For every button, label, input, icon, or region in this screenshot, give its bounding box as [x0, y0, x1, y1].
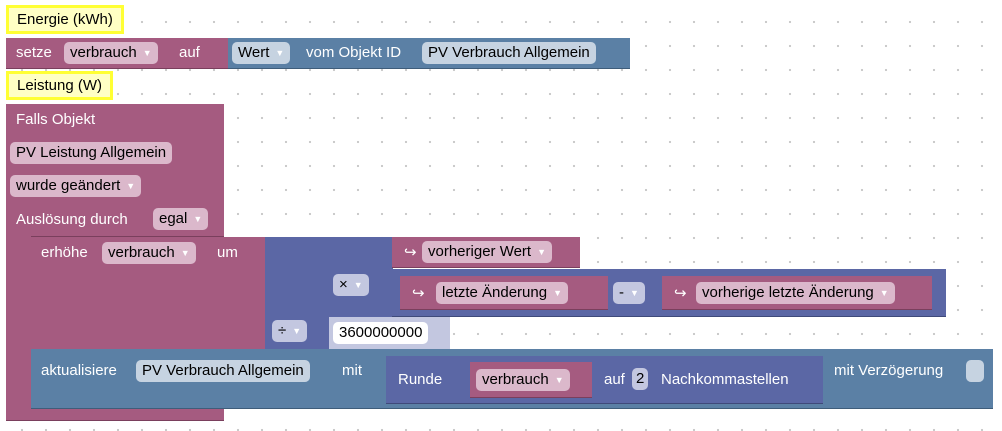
divide-block[interactable]: ÷ ▼: [265, 237, 331, 350]
dropdown-arrow-icon: ▼: [180, 248, 190, 259]
comment-energie[interactable]: Energie (kWh): [6, 5, 124, 34]
comment-leistung[interactable]: Leistung (W): [6, 71, 114, 100]
number-block[interactable]: 3600000000: [329, 317, 450, 350]
previous-value-dropdown[interactable]: vorheriger Wert ▼: [422, 241, 553, 263]
previous-value-block[interactable]: ↪ vorheriger Wert ▼: [392, 237, 580, 268]
dropdown-arrow-icon: ▼: [275, 48, 285, 59]
mit-label: mit: [342, 362, 362, 379]
divide-operator-dropdown[interactable]: ÷ ▼: [272, 320, 308, 342]
previous-last-change-block[interactable]: ↪ vorherige letzte Änderung ▼: [662, 276, 932, 310]
variable-dropdown[interactable]: verbrauch ▼: [64, 42, 158, 64]
increment-block[interactable]: erhöhe verbrauch ▼ um: [31, 237, 267, 350]
trigger-block[interactable]: Falls Objekt PV Leistung Allgemein wurde…: [6, 104, 224, 237]
dropdown-arrow-icon: ▼: [879, 288, 889, 299]
auf-label: auf: [179, 44, 200, 61]
runde-label: Runde: [398, 371, 443, 388]
update-object-block[interactable]: aktualisiere PV Verbrauch Allgemein mit …: [31, 349, 993, 409]
dropdown-arrow-icon: ▼: [630, 288, 639, 299]
dropdown-arrow-icon: ▼: [193, 214, 203, 225]
last-change-dropdown[interactable]: letzte Änderung ▼: [436, 282, 568, 304]
dropdown-arrow-icon: ▼: [292, 326, 302, 337]
dropdown-arrow-icon: ▼: [554, 375, 564, 386]
minus-operator-dropdown[interactable]: - ▼: [613, 282, 645, 304]
dropdown-arrow-icon: ▼: [126, 181, 136, 192]
set-variable-block[interactable]: setze verbrauch ▼ auf: [6, 38, 230, 69]
delay-checkbox[interactable]: [966, 360, 984, 382]
variable-dropdown[interactable]: verbrauch ▼: [102, 242, 196, 264]
nachkommastellen-label: Nachkommastellen: [661, 371, 789, 388]
delay-label: mit Verzögerung: [834, 362, 944, 379]
multiply-block[interactable]: × ▼: [329, 237, 393, 321]
return-arrow-icon: ↪: [412, 285, 425, 302]
setze-label: setze: [16, 44, 52, 61]
trigger-block-bottom: [6, 408, 224, 421]
digits-field[interactable]: 2: [632, 368, 649, 390]
value-type-dropdown[interactable]: Wert ▼: [232, 42, 291, 64]
comment-text: Energie (kWh): [17, 11, 113, 28]
object-id-field[interactable]: PV Verbrauch Allgemein: [422, 42, 596, 64]
auf-label: auf: [604, 371, 625, 388]
trigger-block-side: [6, 236, 31, 410]
ausloesung-label: Auslösung durch: [16, 211, 128, 228]
minus-block[interactable]: ↪ letzte Änderung ▼ - ▼ ↪ vorherige letzte…: [392, 269, 946, 317]
return-arrow-icon: ↪: [404, 244, 417, 261]
um-label: um: [217, 244, 238, 261]
round-block[interactable]: Runde verbrauch ▼ auf 2 Nachkommastellen: [386, 356, 823, 404]
update-object-field[interactable]: PV Verbrauch Allgemein: [136, 360, 310, 382]
ausloesung-dropdown[interactable]: egal ▼: [153, 208, 209, 230]
variable-get-block[interactable]: verbrauch ▼: [470, 362, 592, 398]
falls-objekt-label: Falls Objekt: [16, 111, 96, 128]
divisor-field[interactable]: 3600000000: [333, 322, 429, 344]
get-value-block[interactable]: Wert ▼ vom Objekt ID PV Verbrauch Allgeme…: [228, 38, 630, 69]
vom-objekt-label: vom Objekt ID: [306, 44, 402, 61]
variable-dropdown[interactable]: verbrauch ▼: [476, 369, 570, 391]
event-dropdown[interactable]: wurde geändert ▼: [10, 175, 142, 197]
last-change-block[interactable]: ↪ letzte Änderung ▼: [400, 276, 608, 310]
comment-text: Leistung (W): [17, 77, 103, 94]
dropdown-arrow-icon: ▼: [142, 48, 152, 59]
aktualisiere-label: aktualisiere: [41, 362, 117, 379]
multiply-operator-dropdown[interactable]: × ▼: [333, 274, 369, 296]
dropdown-arrow-icon: ▼: [553, 288, 562, 299]
trigger-object-field[interactable]: PV Leistung Allgemein: [10, 142, 173, 164]
erhoehe-label: erhöhe: [41, 244, 88, 261]
dropdown-arrow-icon: ▼: [537, 247, 547, 258]
dropdown-arrow-icon: ▼: [353, 280, 363, 291]
previous-last-change-dropdown[interactable]: vorherige letzte Änderung ▼: [696, 282, 895, 304]
return-arrow-icon: ↪: [674, 285, 687, 302]
